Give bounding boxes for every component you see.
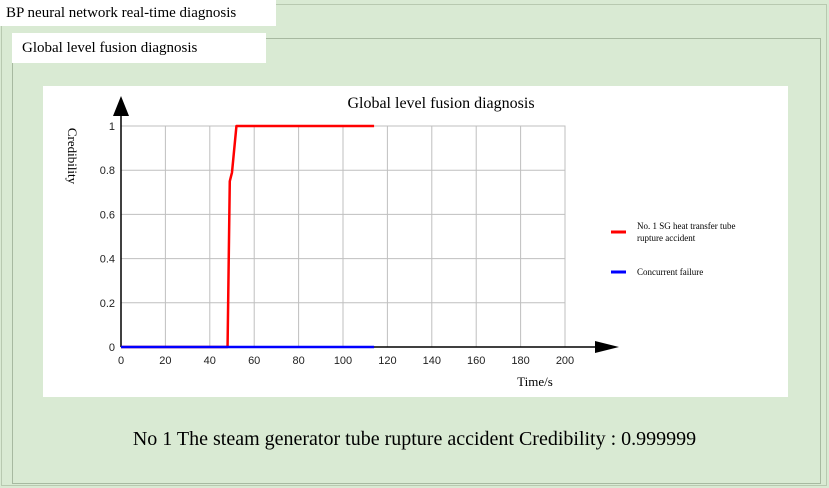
y-tick-label: 0.6 [100, 209, 115, 221]
legend-label-2: Concurrent failure [637, 267, 703, 277]
x-tick-label: 160 [467, 355, 485, 367]
x-axis-arrow [595, 341, 619, 353]
series-line-1 [121, 124, 375, 349]
y-tick-label: 0.2 [100, 298, 115, 310]
x-tick-label: 120 [378, 355, 396, 367]
x-tick-label: 140 [423, 355, 441, 367]
outer-group-box [1, 4, 827, 486]
x-axis-title: Time/s [517, 374, 553, 389]
window-title: BP neural network real-time diagnosis [0, 0, 276, 26]
panel-title: Global level fusion diagnosis [12, 33, 266, 63]
y-axis-title: Credibility [65, 128, 80, 185]
x-tick-label: 40 [204, 355, 216, 367]
inner-group-box [12, 38, 821, 484]
chart-panel: Global level fusion diagnosis 0 20 40 60 80 1… [43, 86, 788, 397]
y-tick-label: 0 [109, 342, 115, 354]
x-tick-label: 180 [511, 355, 529, 367]
x-tick-label: 200 [556, 355, 574, 367]
diagnosis-result-text: No 1 The steam generator tube rupture ac… [132, 428, 697, 450]
x-tick-label: 100 [334, 355, 352, 367]
y-tick-label: 1 [109, 121, 115, 133]
fusion-chart: Global level fusion diagnosis 0 20 40 60 80 1… [65, 95, 735, 389]
x-tick-label: 0 [118, 355, 124, 367]
x-tick-label: 20 [159, 355, 171, 367]
x-tick-label: 80 [292, 355, 304, 367]
y-tick-label: 0.4 [100, 254, 115, 266]
legend-label-1: No. 1 SG heat transfer tube rupture accid… [637, 221, 735, 243]
y-axis-arrow [113, 96, 129, 116]
chart-title: Global level fusion diagnosis [347, 95, 534, 112]
y-tick-label: 0.8 [100, 165, 115, 177]
x-tick-label: 60 [248, 355, 260, 367]
